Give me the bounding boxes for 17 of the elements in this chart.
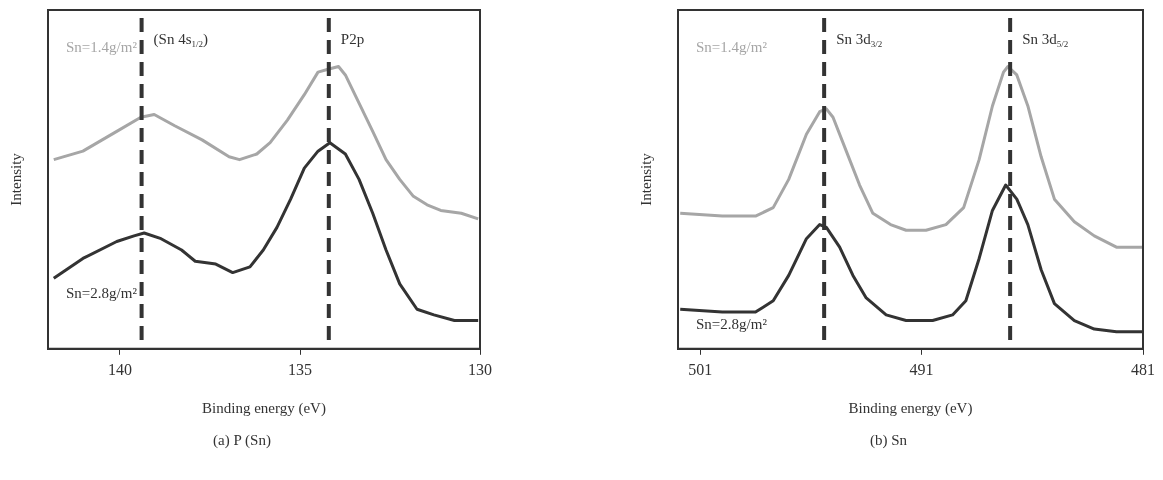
text: Sn=1.4g/m²: [696, 38, 768, 55]
y-axis-title: Intensity: [7, 152, 24, 206]
ref-line-label: P2p: [340, 30, 365, 47]
text: (b) Sn: [869, 431, 908, 449]
x-tick-label: 130: [468, 360, 492, 378]
text: (a) P (Sn): [213, 431, 271, 449]
y-axis-title: Intensity: [637, 152, 654, 206]
x-tick-label: 135: [288, 360, 312, 378]
x-tick-label: 501: [688, 360, 713, 378]
x-tick-label: 481: [1131, 360, 1155, 378]
x-axis-title: Binding energy (eV): [848, 399, 973, 417]
x-tick-label: 491: [909, 360, 934, 378]
x-tick-label: 140: [108, 360, 132, 378]
series-label: Sn=2.8g/m²: [66, 285, 138, 302]
series-label: Sn=2.8g/m²: [696, 316, 768, 333]
text: Sn=1.4g/m²: [66, 38, 138, 55]
x-axis-title: Binding energy (eV): [202, 399, 326, 417]
